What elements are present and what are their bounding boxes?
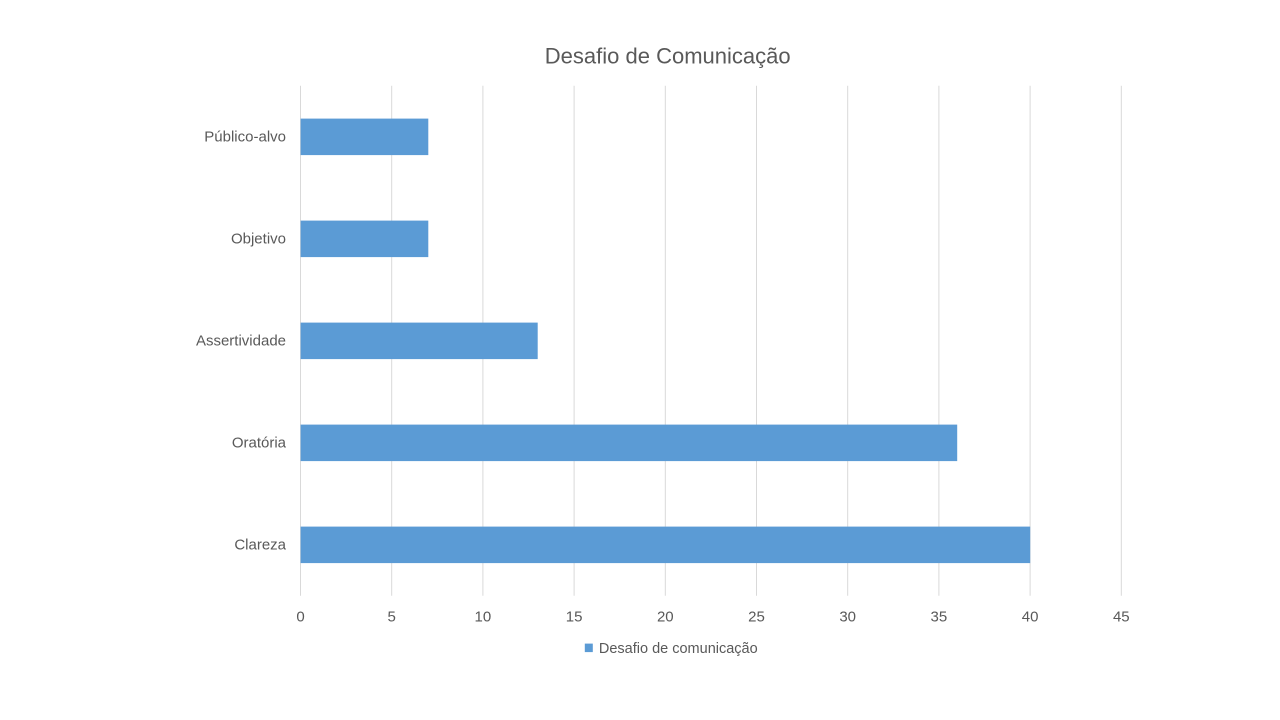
- svg-text:10: 10: [475, 609, 492, 626]
- svg-text:Desafio de Comunicação: Desafio de Comunicação: [545, 44, 791, 69]
- svg-text:Oratória: Oratória: [232, 435, 287, 452]
- svg-text:0: 0: [296, 609, 304, 626]
- svg-text:25: 25: [748, 609, 765, 626]
- svg-text:Assertividade: Assertividade: [196, 333, 286, 350]
- svg-text:40: 40: [1022, 609, 1039, 626]
- svg-text:45: 45: [1113, 609, 1130, 626]
- svg-text:Clareza: Clareza: [234, 537, 286, 554]
- svg-text:30: 30: [839, 609, 856, 626]
- svg-text:35: 35: [931, 609, 948, 626]
- svg-text:15: 15: [566, 609, 583, 626]
- svg-text:Objetivo: Objetivo: [231, 231, 286, 248]
- svg-text:5: 5: [388, 609, 396, 626]
- svg-text:Desafio de comunicação: Desafio de comunicação: [599, 641, 758, 657]
- svg-text:20: 20: [657, 609, 674, 626]
- svg-text:Público-alvo: Público-alvo: [204, 129, 286, 146]
